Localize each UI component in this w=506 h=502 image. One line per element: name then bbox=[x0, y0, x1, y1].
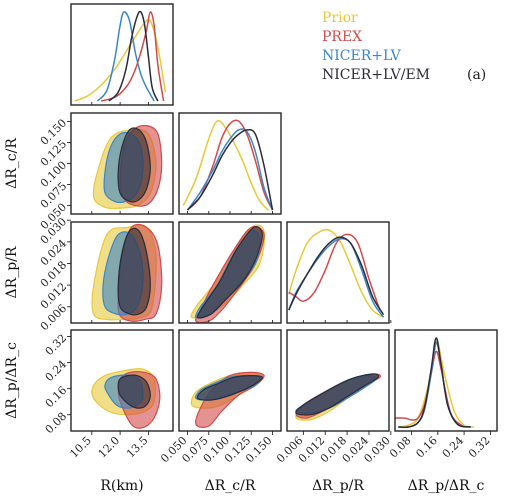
contour-nicer-lv-em-3-2 bbox=[295, 373, 379, 416]
x-tick-label-3-2: 0.24 bbox=[440, 434, 467, 461]
marginal-curve-nicer-lv-em-2 bbox=[288, 236, 385, 315]
y-axis-label-1: ΔR_c/R bbox=[4, 138, 20, 189]
marginal-curve-prior-3 bbox=[398, 340, 475, 428]
panel-tag: (a) bbox=[467, 67, 486, 83]
contour-nicer-lv-em-2-1 bbox=[196, 226, 263, 319]
contour-panel-1-0 bbox=[92, 124, 163, 210]
x-tick-label-3-3: 0.32 bbox=[466, 434, 493, 461]
panel-frame-3-0 bbox=[70, 329, 174, 432]
legend-entry-prior: Prior bbox=[322, 10, 358, 26]
x-tick-label-0-0: 10.5 bbox=[67, 434, 94, 461]
y-tick-label-3-2: 0.24 bbox=[43, 358, 70, 385]
contour-panel-3-0 bbox=[91, 368, 161, 429]
legend-entry-prex: PREX bbox=[322, 29, 362, 45]
panel-frame-2-0 bbox=[70, 221, 174, 324]
x-axis-label-0: R(km) bbox=[100, 478, 143, 494]
marginal-curve-prior-1 bbox=[182, 119, 269, 211]
legend-entry-nicer-lv-em: NICER+LV/EM bbox=[322, 67, 430, 83]
marginal-curve-prex-2 bbox=[288, 233, 381, 311]
x-tick-label-0-1: 12.0 bbox=[96, 434, 123, 461]
contour-nicer-lv-em-3-1 bbox=[196, 374, 263, 401]
x-tick-label-3-0: 0.08 bbox=[387, 434, 414, 461]
marginal-panel-0 bbox=[74, 10, 167, 102]
legend: Prior PREX NICER+LV NICER+LV/EM (a) bbox=[322, 10, 486, 83]
panel-frame-1-1 bbox=[178, 112, 282, 215]
x-tick-label-0-2: 13.5 bbox=[124, 434, 151, 461]
y-axis-label-2: ΔR_p/R bbox=[4, 246, 20, 298]
marginal-curve-prex-3 bbox=[395, 350, 465, 428]
marginal-curve-nicer-lv-em-0 bbox=[108, 10, 159, 102]
marginal-curve-nicer-lv-1 bbox=[186, 128, 274, 211]
marginal-curve-nicer-lv-em-3 bbox=[398, 337, 471, 429]
x-axis-label-1: ΔR_c/R bbox=[205, 478, 256, 494]
marginal-curve-nicer-lv-0 bbox=[96, 11, 155, 102]
y-tick-label-3-3: 0.32 bbox=[43, 332, 70, 359]
contour-panel-2-1 bbox=[190, 224, 266, 323]
contour-panel-2-0 bbox=[91, 223, 163, 322]
panel-frame-2-2 bbox=[286, 221, 390, 324]
y-axis-label-3: ΔR_p/ΔR_c bbox=[4, 342, 20, 419]
marginal-panel-1 bbox=[182, 119, 274, 211]
marginal-panel-2 bbox=[288, 228, 385, 318]
marginal-curve-prex-0 bbox=[100, 11, 165, 102]
legend-entry-nicer-lv: NICER+LV bbox=[322, 48, 402, 64]
y-tick-label-3-1: 0.16 bbox=[43, 384, 70, 411]
x-axis-label-3: ΔR_p/ΔR_c bbox=[408, 478, 485, 494]
panel-frame-3-3 bbox=[394, 329, 498, 432]
marginal-panel-3 bbox=[395, 337, 475, 429]
contour-nicer-lv-em-3-0 bbox=[117, 374, 151, 409]
contour-panel-3-1 bbox=[190, 371, 265, 428]
panel-frame-3-2 bbox=[286, 329, 390, 432]
marginal-curve-prior-2 bbox=[288, 228, 384, 318]
contour-nicer-lv-em-1-0 bbox=[117, 127, 151, 203]
contour-nicer-lv-em-2-0 bbox=[117, 227, 151, 316]
x-axis-label-2: ΔR_p/R bbox=[312, 478, 364, 494]
x-tick-label-3-1: 0.16 bbox=[413, 434, 440, 461]
contour-panel-3-2 bbox=[295, 373, 381, 421]
marginal-curve-nicer-lv-em-1 bbox=[186, 128, 274, 211]
panel-frame-0-0 bbox=[70, 3, 174, 106]
y-tick-label-3-0: 0.08 bbox=[43, 410, 70, 437]
